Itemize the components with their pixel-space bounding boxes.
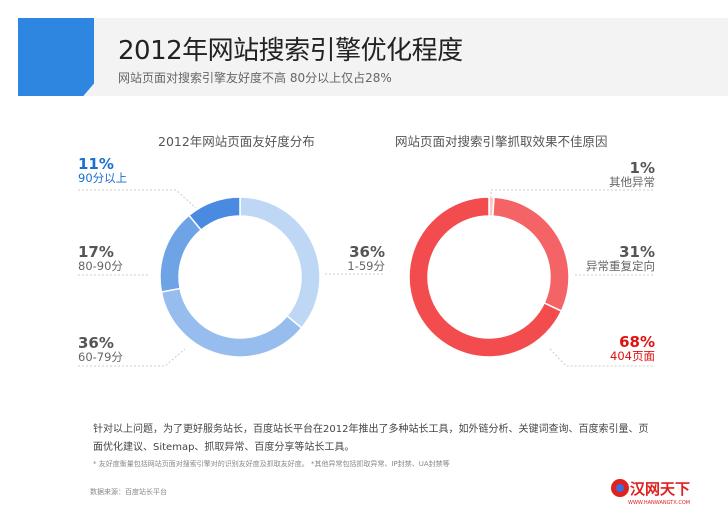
note-text: 针对以上问题，为了更好服务站长，百度站长平台在2012年推出了多种站长工具，如外… [93,424,649,453]
svg-text:WWW.HANWANGTX.COM: WWW.HANWANGTX.COM [628,500,690,506]
donut-chart-1 [159,196,321,358]
source-text: 数据来源：百度站长平台 [90,488,167,496]
donut-slice [408,196,563,358]
label-80-90: 17% 80-90分 [78,243,123,274]
logo-watermark: 汉网天下 WWW.HANWANGTX.COM [600,476,720,506]
chart1-title: 2012年网站页面友好度分布 [158,134,315,149]
label-60-79: 36% 60-79分 [78,334,123,365]
donut-slice [160,287,303,358]
leader-line [78,348,186,367]
footnote: * 友好度衡量包括网站页面对搜索引擎对的识别友好度及抓取友好度。 *其他异常包括… [93,460,450,468]
donut-slice [159,214,203,293]
page-title: 2012年网站搜索引擎优化程度 [118,36,463,66]
donut-slice [492,196,570,313]
chart2-title: 网站页面对搜索引擎抓取效果不佳原因 [395,134,608,149]
label-1-59: 36% 1-59分 [347,243,385,274]
donut-slice [239,196,321,330]
label-redirect: 31% 异常重复定向 [586,243,655,274]
header-accent-block [18,18,94,96]
leader-lines [78,189,655,367]
leader-line [490,189,655,198]
label-404: 68% 404页面 [610,333,655,364]
page-subtitle: 网站页面对搜索引擎友好度不高 80分以上仅占28% [118,71,392,85]
leader-line [78,189,197,209]
svg-text:汉网天下: 汉网天下 [630,480,690,498]
label-other: 1% 其他异常 [609,159,655,190]
header-band [18,18,728,96]
donut-chart-2 [408,196,570,358]
label-90plus: 11% 90分以上 [78,155,128,186]
donut-slice [187,196,241,232]
